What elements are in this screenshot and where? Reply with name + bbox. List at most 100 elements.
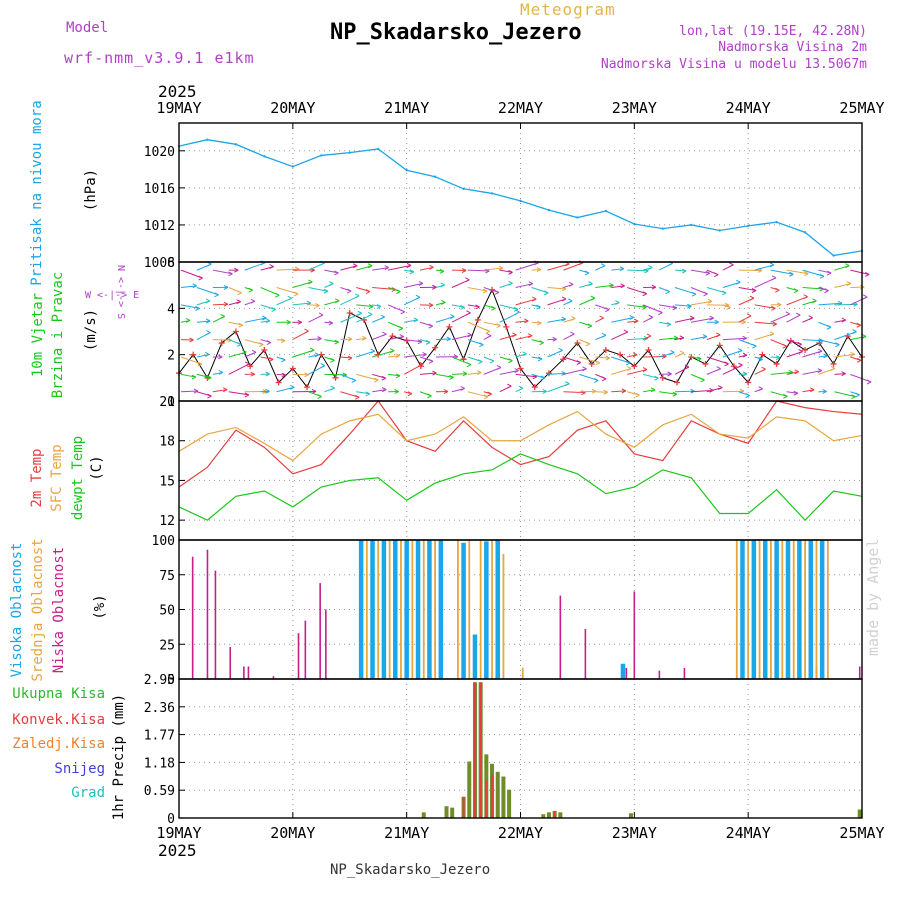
wind-arrow-head (539, 340, 544, 346)
precip-bar (473, 682, 476, 818)
wind-arrow-head (615, 300, 620, 305)
wind-speed-marker (517, 365, 524, 372)
wind-arrow-head (483, 394, 489, 400)
temp-label-dewpt: dewpt Temp (70, 436, 86, 520)
wind-arrow-head (449, 314, 455, 320)
wind-arrow-head (449, 374, 454, 380)
cloud-bar (472, 634, 478, 679)
wind-speed-marker (247, 363, 254, 370)
wind-arrow-head (222, 387, 228, 393)
wind-arrow-head (467, 332, 472, 338)
wind-arrow-head (603, 389, 608, 395)
wind-arrow (340, 338, 353, 341)
wind-arrow (738, 286, 757, 291)
cloud-bar (683, 667, 686, 679)
precip-legend-4: Grad (71, 785, 105, 801)
wind-arrow-head (317, 336, 322, 342)
wind-arrow-head (513, 306, 519, 312)
wind-speed-marker (716, 342, 723, 349)
wind-arrow (611, 268, 624, 271)
wind-arrow-head (485, 328, 490, 334)
wind-arrow-head (524, 318, 529, 324)
wind-arrow (531, 321, 542, 324)
wind-arrow-head (646, 333, 652, 339)
wind-arrow-head (742, 371, 748, 377)
y-tick-label: 0.59 (144, 784, 175, 799)
wind-arrow (372, 267, 389, 271)
wind-arrow-head (845, 263, 850, 269)
wind-arrow (802, 286, 824, 290)
wind-arrow-head (729, 262, 734, 268)
wind-arrow-head (749, 295, 755, 301)
wind-arrow-head (407, 391, 413, 397)
wind-arrow-head (417, 339, 423, 345)
wind-arrow-head (206, 330, 211, 335)
wind-arrow (531, 269, 541, 271)
wind-arrow-head (244, 361, 250, 367)
wind-arrow (515, 320, 529, 323)
cloud-bar (400, 540, 402, 679)
cloud-bar (804, 540, 806, 679)
wind-arrow-head (684, 364, 690, 370)
wind-arrow-head (478, 359, 483, 365)
wind-arrow-head (819, 273, 825, 279)
wind-arrow (547, 263, 570, 271)
wind-arrow-head (205, 318, 211, 324)
cloud-bar (495, 540, 500, 679)
wind-arrow-head (205, 298, 211, 304)
wind-arrow-head (381, 375, 386, 381)
wind-arrow (754, 333, 775, 341)
cloud-bar (751, 540, 757, 679)
wind-arrow-head (207, 375, 212, 381)
wind-arrow-head (609, 282, 614, 288)
wind-arrow-head (334, 298, 340, 304)
wind-arrow-head (809, 387, 815, 393)
wind-speed-marker (802, 347, 809, 354)
pressure-point (832, 254, 835, 257)
wind-arrow-head (198, 275, 203, 281)
wind-arrow-head (395, 353, 400, 359)
wind-arrow-head (357, 310, 362, 316)
wind-arrow-head (620, 283, 625, 289)
wind-arrow-head (465, 277, 470, 283)
cloud-bar (438, 540, 444, 679)
wind-arrow (834, 373, 846, 375)
wind-arrow (818, 269, 832, 274)
compass-we: W <-|-> E (85, 290, 139, 301)
y-tick-label: 18 (159, 435, 175, 450)
wind-arrow-head (785, 311, 790, 317)
wind-arrow-head (595, 360, 600, 366)
wind-arrow-head (570, 331, 575, 337)
wind-arrow-head (223, 284, 229, 290)
cloud-bar (491, 540, 493, 679)
cloud-label-low: Niska Oblacnost (51, 547, 67, 673)
wind-arrow-head (713, 272, 719, 278)
wind-arrow-head (782, 343, 787, 349)
wind-arrow (595, 391, 608, 393)
cloud-unit: (%) (92, 594, 108, 619)
wind-arrow-head (841, 371, 846, 377)
wind-arrow (722, 281, 741, 288)
wind-arrow (595, 356, 610, 359)
cloud-bar (393, 540, 398, 679)
wind-arrow-head (629, 315, 634, 320)
pressure-point (405, 169, 408, 172)
wind-arrow-head (804, 271, 809, 277)
precip-bar (501, 776, 506, 818)
wind-arrow-head (486, 333, 492, 339)
cloud-bar (797, 540, 802, 679)
wind-arrow-head (709, 315, 714, 321)
wind-arrow-head (197, 361, 203, 367)
wind-arrow-head (830, 365, 836, 371)
wind-arrow (308, 286, 329, 292)
cloud-bar (404, 540, 409, 679)
wind-arrow-head (793, 390, 799, 396)
precip-unit: 1hr Precip (mm) (111, 694, 127, 820)
wind-arrow-head (826, 270, 832, 276)
wind-arrow (834, 353, 855, 358)
cloud-bar (625, 667, 628, 679)
cloud-bar (434, 540, 437, 679)
wind-arrow-head (702, 334, 708, 339)
wind-arrow-head (330, 357, 335, 363)
wind-arrow (627, 369, 648, 375)
